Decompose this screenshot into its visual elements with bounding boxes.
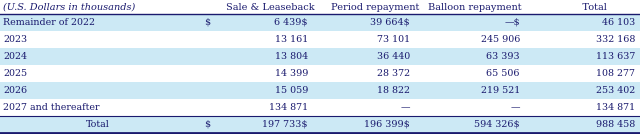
Text: 13 161: 13 161 [275, 35, 308, 44]
Text: 134 871: 134 871 [596, 103, 635, 112]
Text: 6 439$: 6 439$ [275, 18, 308, 27]
Bar [0, 14, 640, 31]
Text: 253 402: 253 402 [596, 86, 635, 95]
Text: 73 101: 73 101 [377, 35, 410, 44]
Text: 2026: 2026 [3, 86, 27, 95]
Bar [0, 0, 640, 14]
Text: 39 664$: 39 664$ [371, 18, 410, 27]
Text: —: — [401, 103, 410, 112]
Text: 134 871: 134 871 [269, 103, 308, 112]
Text: Sale & Leaseback: Sale & Leaseback [226, 3, 314, 12]
Text: 63 393: 63 393 [486, 52, 520, 61]
Text: —$: —$ [504, 18, 520, 27]
Bar [0, 48, 640, 65]
Text: 28 372: 28 372 [377, 69, 410, 78]
Text: 197 733$: 197 733$ [262, 120, 308, 129]
Text: 113 637: 113 637 [596, 52, 635, 61]
Text: 2027 and thereafter: 2027 and thereafter [3, 103, 99, 112]
Text: 332 168: 332 168 [596, 35, 635, 44]
Text: 988 458: 988 458 [596, 120, 635, 129]
Text: 2025: 2025 [3, 69, 27, 78]
Text: (U.S. Dollars in thousands): (U.S. Dollars in thousands) [3, 3, 135, 12]
Text: 15 059: 15 059 [275, 86, 308, 95]
Text: 594 326$: 594 326$ [474, 120, 520, 129]
Text: Remainder of 2022: Remainder of 2022 [3, 18, 95, 27]
Text: Period repayment: Period repayment [331, 3, 419, 12]
Text: 196 399$: 196 399$ [364, 120, 410, 129]
Text: Total: Total [86, 120, 110, 129]
Text: 219 521: 219 521 [481, 86, 520, 95]
Bar [0, 82, 640, 99]
Text: 108 277: 108 277 [596, 69, 635, 78]
Text: 46 103: 46 103 [602, 18, 635, 27]
Text: —: — [511, 103, 520, 112]
Text: Total: Total [573, 3, 607, 12]
Text: 2024: 2024 [3, 52, 27, 61]
Text: 36 440: 36 440 [377, 52, 410, 61]
Text: 2023: 2023 [3, 35, 27, 44]
Text: $: $ [204, 120, 210, 129]
Text: 245 906: 245 906 [481, 35, 520, 44]
Bar [0, 116, 640, 133]
Text: 14 399: 14 399 [275, 69, 308, 78]
Text: 65 506: 65 506 [486, 69, 520, 78]
Text: 13 804: 13 804 [275, 52, 308, 61]
Text: 18 822: 18 822 [377, 86, 410, 95]
Text: $: $ [204, 18, 210, 27]
Text: Balloon repayment: Balloon repayment [428, 3, 522, 12]
